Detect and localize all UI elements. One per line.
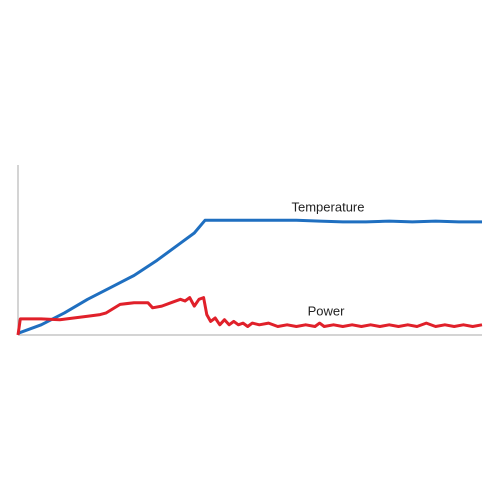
series-label: Power: [308, 303, 346, 318]
series-line: [16, 296, 483, 336]
series-label: Temperature: [292, 199, 365, 214]
series-line: [17, 218, 482, 335]
